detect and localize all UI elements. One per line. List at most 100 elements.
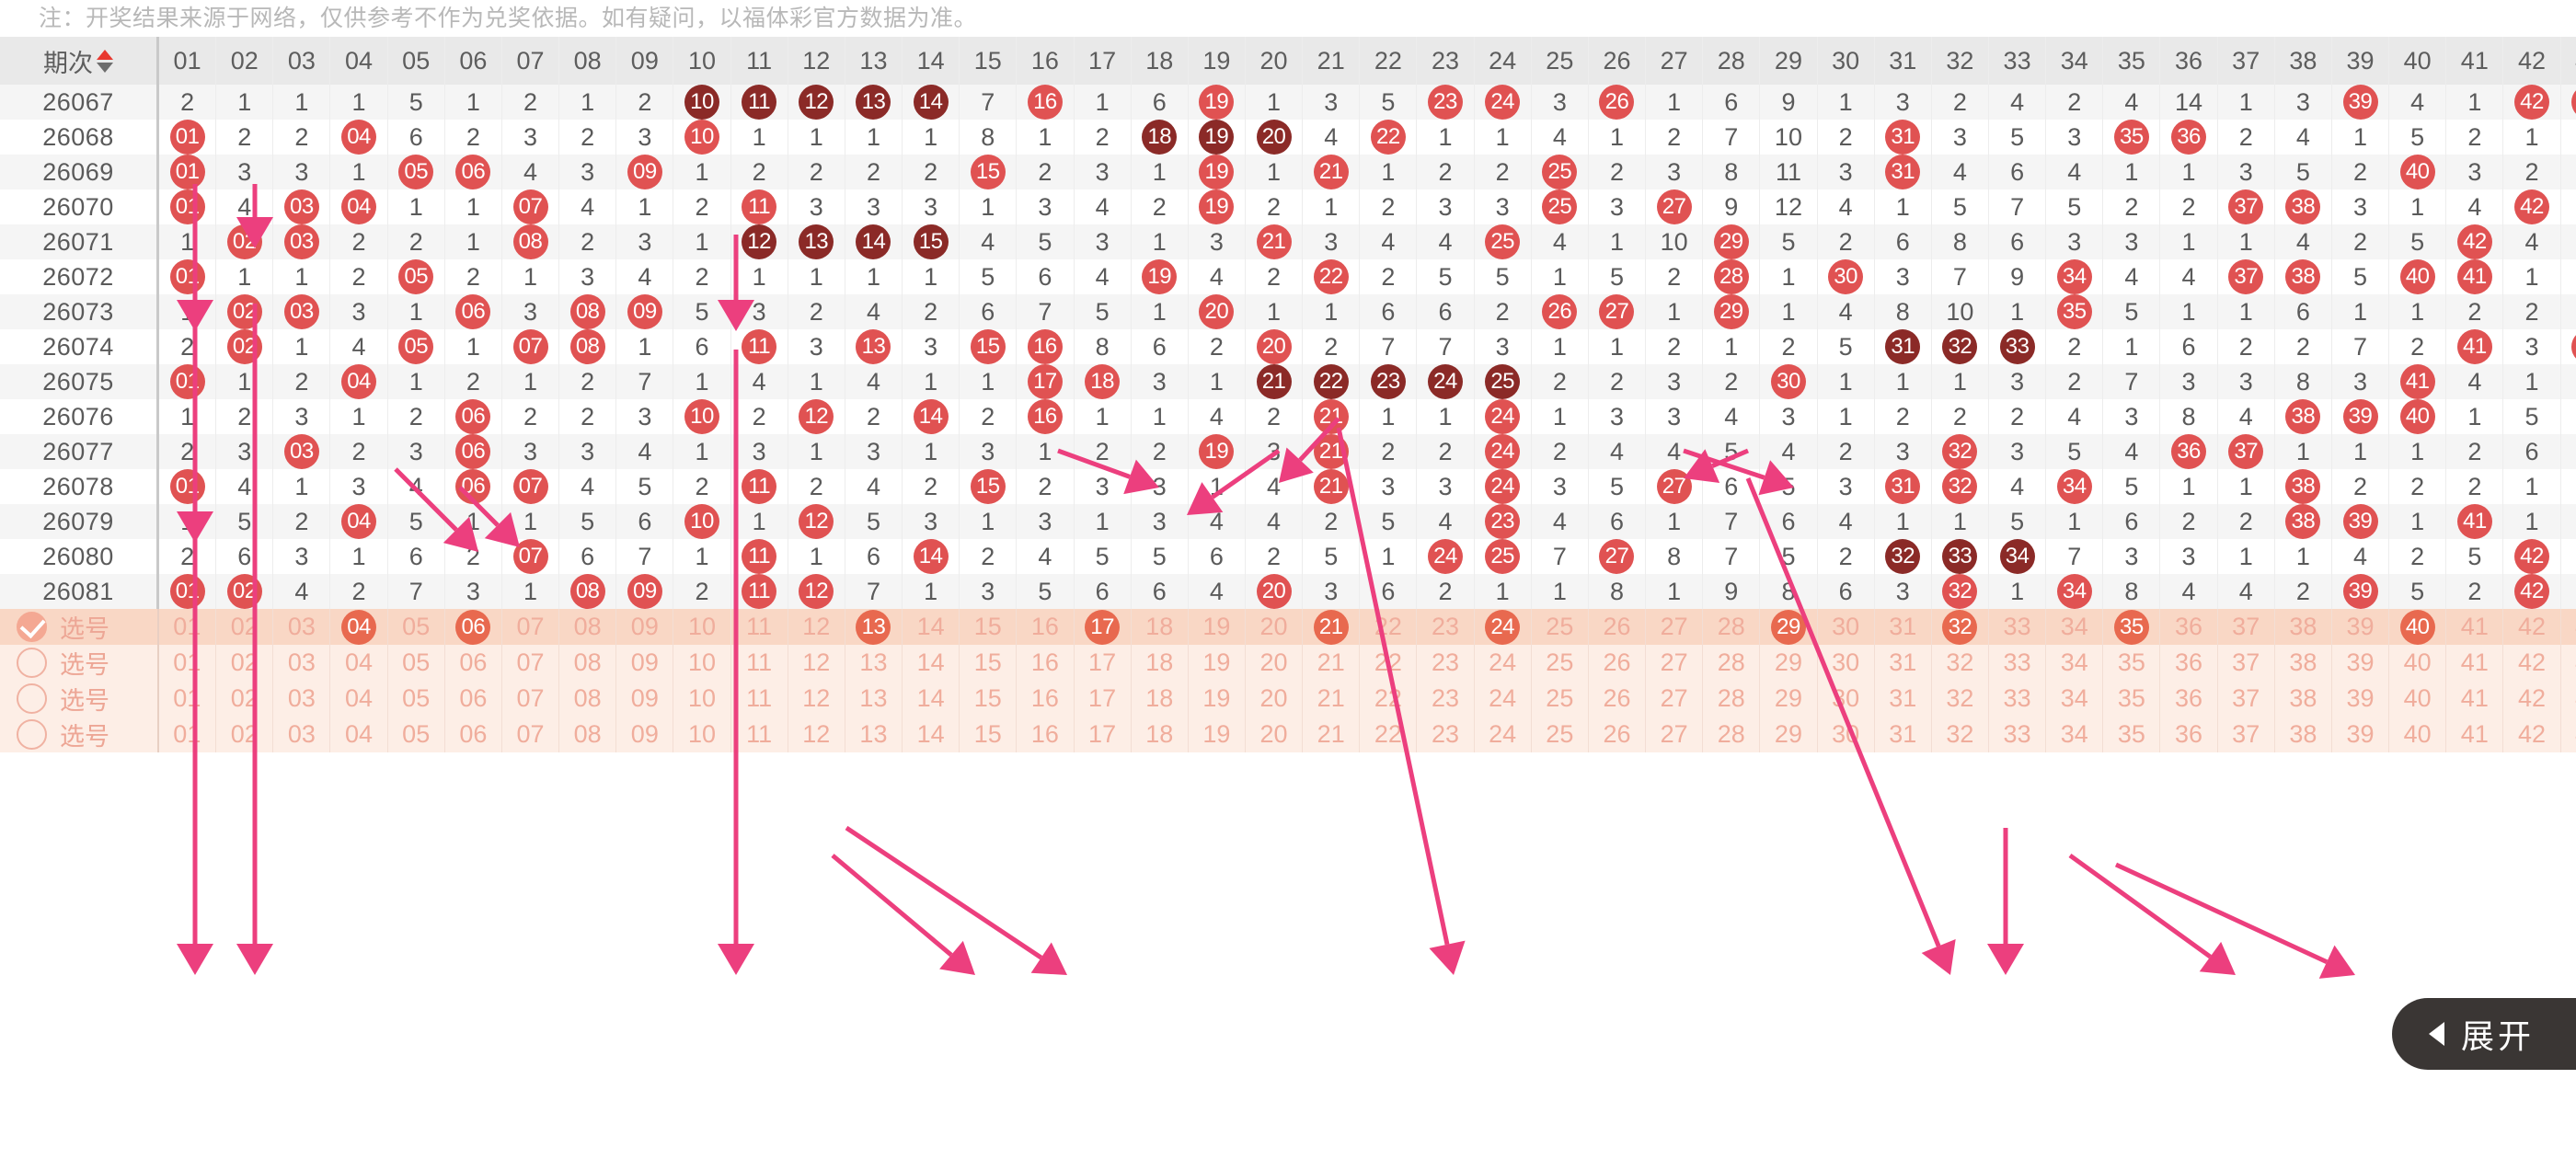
pick-number[interactable]: 01 <box>173 613 201 640</box>
column-header-31[interactable]: 31 <box>1874 37 1932 85</box>
pick-number[interactable]: 29 <box>1774 648 1802 676</box>
column-header-11[interactable]: 11 <box>730 37 788 85</box>
pick-number-cell[interactable]: 05 <box>387 645 445 681</box>
pick-number-cell[interactable]: 25 <box>1531 717 1589 752</box>
table-row[interactable]: 26070 01 4 03 04 1 1 07 4 1 2 11 3 3 3 1 3 4 2 19 2 1 2 3 3 25 3 27… <box>0 189 2576 224</box>
pick-number[interactable]: 15 <box>973 720 1002 748</box>
pick-number-cell[interactable]: 25 <box>1531 609 1589 645</box>
pick-number[interactable]: 38 <box>2289 648 2317 676</box>
pick-number-cell[interactable]: 26 <box>1588 645 1647 681</box>
column-header-06[interactable]: 06 <box>444 37 502 85</box>
column-header-02[interactable]: 02 <box>215 37 274 85</box>
pick-number-cell[interactable]: 31 <box>1874 609 1932 645</box>
pick-number[interactable]: 11 <box>746 648 773 676</box>
pick-number-cell[interactable]: 41 <box>2445 645 2504 681</box>
pick-number-selected[interactable]: 21 <box>1313 609 1349 645</box>
column-header-43[interactable]: 43 <box>2560 37 2576 85</box>
table-row[interactable]: 26069 01 3 3 1 05 06 4 3 09 1 2 2 2 2 15 2 3 1 19 1 21 1 2 2 25 2 3… <box>0 155 2576 189</box>
pick-number-cell[interactable]: 01 <box>157 681 217 717</box>
pick-number-selected[interactable]: 17 <box>1085 609 1121 645</box>
pick-number-cell[interactable]: 15 <box>959 645 1018 681</box>
pick-number-cell[interactable]: 08 <box>558 645 617 681</box>
table-row[interactable]: 26067 2 1 1 1 5 1 2 1 2 10 11 12 13 14 7 16 1 6 19 1 3 5 23 24 3 2… <box>0 85 2576 120</box>
pick-number-cell[interactable]: 11 <box>730 609 788 645</box>
pick-number-cell[interactable]: 17 <box>1074 717 1132 752</box>
pick-number-cell[interactable]: 30 <box>1817 609 1875 645</box>
pick-number[interactable]: 42 <box>2517 684 2546 712</box>
pick-number-cell[interactable]: 35 <box>2102 609 2161 645</box>
pick-number-cell[interactable]: 30 <box>1817 681 1875 717</box>
pick-number-cell[interactable]: 16 <box>1016 717 1075 752</box>
pick-number-cell[interactable]: 08 <box>558 681 617 717</box>
radio-circle-icon[interactable] <box>17 648 47 678</box>
pick-number[interactable]: 37 <box>2232 613 2260 640</box>
pick-number[interactable]: 14 <box>916 613 945 640</box>
pick-number[interactable]: 10 <box>687 720 716 748</box>
pick-number-cell[interactable]: 38 <box>2274 681 2332 717</box>
pick-number-cell[interactable]: 15 <box>959 681 1018 717</box>
pick-number[interactable]: 01 <box>173 720 201 748</box>
pick-number-cell[interactable]: 08 <box>558 609 617 645</box>
pick-number-cell[interactable]: 04 <box>329 717 388 752</box>
pick-number[interactable]: 15 <box>973 613 1002 640</box>
pick-number[interactable]: 28 <box>1717 613 1745 640</box>
pick-number-selected[interactable]: 13 <box>856 609 891 645</box>
pick-number-cell[interactable]: 04 <box>329 645 388 681</box>
radio-circle-icon[interactable] <box>17 719 47 750</box>
pick-number-cell[interactable]: 33 <box>1988 609 2047 645</box>
pick-number[interactable]: 24 <box>1489 684 1517 712</box>
pick-number[interactable]: 21 <box>1317 720 1345 748</box>
column-header-16[interactable]: 16 <box>1016 37 1075 85</box>
pick-number-cell[interactable]: 38 <box>2274 645 2332 681</box>
pick-number[interactable]: 26 <box>1603 684 1631 712</box>
pick-number-cell[interactable]: 34 <box>2045 681 2104 717</box>
pick-number-cell[interactable]: 25 <box>1531 681 1589 717</box>
pick-number-cell[interactable]: 20 <box>1245 717 1304 752</box>
pick-number[interactable]: 03 <box>287 720 316 748</box>
pick-number[interactable]: 20 <box>1259 684 1288 712</box>
pick-number[interactable]: 03 <box>287 684 316 712</box>
pick-number[interactable]: 31 <box>1889 648 1917 676</box>
pick-number[interactable]: 36 <box>2175 613 2203 640</box>
pick-number-cell[interactable]: 25 <box>1531 645 1589 681</box>
pick-row[interactable]: 选号 01 02 03 04 05 06 07 08 09 10 11 12 13 14 15 16 17 18 19… <box>0 609 2576 645</box>
pick-number[interactable]: 06 <box>459 684 488 712</box>
pick-number-cell[interactable]: 28 <box>1702 717 1761 752</box>
pick-number-cell[interactable]: 40 <box>2388 645 2447 681</box>
pick-number-cell[interactable]: 42 <box>2502 645 2561 681</box>
pick-number-cell[interactable]: 24 <box>1474 681 1532 717</box>
pick-number[interactable]: 28 <box>1717 684 1745 712</box>
pick-row[interactable]: 选号 01 02 03 04 05 06 07 08 09 10 11 12 13 14 15 16 17 18 19… <box>0 681 2576 717</box>
pick-number[interactable]: 06 <box>459 648 488 676</box>
pick-number[interactable]: 23 <box>1431 684 1460 712</box>
pick-number-cell[interactable]: 36 <box>2159 717 2218 752</box>
column-header-21[interactable]: 21 <box>1302 37 1361 85</box>
pick-number-cell[interactable]: 09 <box>615 645 674 681</box>
pick-number-cell[interactable]: 36 <box>2159 645 2218 681</box>
column-header-41[interactable]: 41 <box>2445 37 2504 85</box>
pick-number-cell[interactable]: 20 <box>1245 681 1304 717</box>
pick-number-cell[interactable]: 02 <box>215 717 274 752</box>
pick-number[interactable]: 02 <box>230 648 259 676</box>
pick-number[interactable]: 18 <box>1145 720 1174 748</box>
pick-row-label-cell[interactable]: 选号 <box>0 645 159 681</box>
pick-number[interactable]: 08 <box>573 684 602 712</box>
pick-number[interactable]: 34 <box>2060 648 2088 676</box>
pick-number[interactable]: 09 <box>630 720 659 748</box>
pick-number-cell[interactable]: 13 <box>845 681 903 717</box>
pick-number[interactable]: 37 <box>2232 648 2260 676</box>
column-header-25[interactable]: 25 <box>1531 37 1589 85</box>
pick-number-cell[interactable]: 29 <box>1759 681 1818 717</box>
pick-number[interactable]: 34 <box>2060 720 2088 748</box>
pick-number[interactable]: 25 <box>1546 613 1574 640</box>
column-header-04[interactable]: 04 <box>329 37 388 85</box>
pick-number-cell[interactable]: 32 <box>1931 645 1990 681</box>
pick-number[interactable]: 27 <box>1660 684 1688 712</box>
pick-number-cell[interactable]: 02 <box>215 645 274 681</box>
pick-number-cell[interactable]: 41 <box>2445 681 2504 717</box>
pick-number-cell[interactable]: 29 <box>1759 645 1818 681</box>
pick-number[interactable]: 19 <box>1202 720 1231 748</box>
pick-number[interactable]: 12 <box>802 720 831 748</box>
pick-number[interactable]: 35 <box>2117 648 2145 676</box>
pick-number-cell[interactable]: 41 <box>2445 717 2504 752</box>
